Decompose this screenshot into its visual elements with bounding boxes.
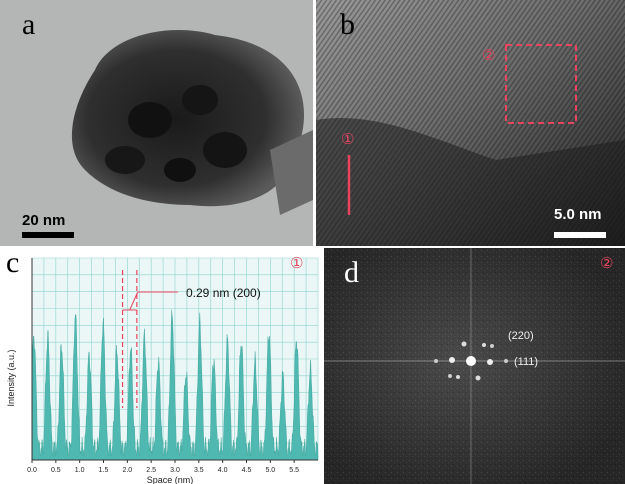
chart-annotation-lines	[121, 270, 178, 408]
x-tick-label: 2.5	[146, 467, 156, 474]
panel-d-fft-pattern: d ② (220) (111)	[324, 248, 625, 484]
chart-series	[31, 309, 319, 461]
panel-a-image	[0, 0, 313, 246]
x-tick-label: 2.0	[122, 467, 132, 474]
scale-bar-label-a: 20 nm	[22, 212, 66, 229]
panel-label-a: a	[22, 8, 36, 41]
scale-bar-a	[22, 232, 74, 238]
x-tick-label: 5.5	[289, 467, 299, 474]
x-tick-label: 4.0	[218, 467, 228, 474]
panel-b-hrtem-image: b ① ② 5.0 nm	[316, 0, 625, 246]
fft-label-220: (220)	[508, 330, 534, 342]
chart-x-ticks: 0.0 0.5 1.0 1.5 2.0 2.5 3.0 3.5 4.0 4.5 5.0 5.5	[27, 460, 299, 474]
panel-label-d: d	[344, 256, 359, 289]
intensity-profile-series	[31, 309, 319, 461]
x-tick-label: 3.5	[194, 467, 204, 474]
region-2-box	[505, 44, 577, 124]
x-tick-label: 0.5	[51, 467, 61, 474]
x-tick-label: 5.0	[265, 467, 275, 474]
fft-image	[324, 248, 625, 484]
x-tick-label: 1.0	[75, 467, 85, 474]
panel-c-intensity-profile: 0.0 0.5 1.0 1.5 2.0 2.5 3.0 3.5 4.0 4.5 5.0 5.5 Spa…	[0, 248, 322, 484]
panel-label-c: c	[6, 248, 20, 279]
region-marker-c: ①	[290, 254, 304, 272]
x-tick-label: 1.5	[99, 467, 109, 474]
panel-label-b: b	[340, 8, 355, 41]
x-tick-label: 0.0	[27, 467, 37, 474]
annotation-text: 0.29 nm (200)	[186, 286, 261, 300]
intensity-profile-chart: 0.0 0.5 1.0 1.5 2.0 2.5 3.0 3.5 4.0 4.5 5.0 5.5 Spa…	[6, 257, 319, 484]
panel-b-image	[316, 0, 625, 246]
y-axis-label: Intensity (a.u.)	[6, 349, 16, 406]
fft-label-111: (111)	[514, 356, 539, 368]
scale-bar-label-b: 5.0 nm	[554, 206, 602, 223]
annotation-leader	[129, 291, 139, 311]
region-2-marker: ②	[482, 46, 496, 64]
scale-bar-b	[554, 232, 606, 238]
x-tick-label: 3.0	[170, 467, 180, 474]
x-tick-label: 4.5	[242, 467, 252, 474]
region-marker-d: ②	[600, 254, 614, 272]
fft-center-spot	[466, 356, 476, 366]
panel-a-tem-image: a 20 nm	[0, 0, 313, 246]
region-1-marker: ①	[341, 130, 355, 148]
x-axis-label: Space (nm)	[147, 475, 194, 484]
